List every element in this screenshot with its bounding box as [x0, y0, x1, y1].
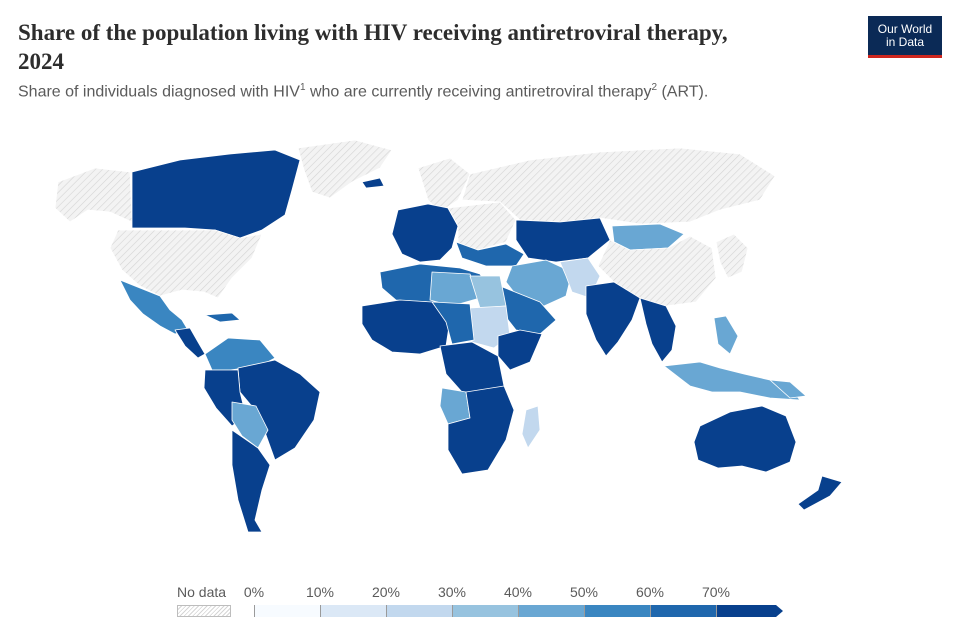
region-india[interactable] — [585, 281, 641, 357]
legend-no-data-label: No data — [177, 584, 227, 600]
region-southeast-asia[interactable] — [639, 297, 677, 363]
region-greenland[interactable] — [297, 139, 393, 199]
region-australia[interactable] — [693, 405, 797, 473]
world-map[interactable] — [0, 130, 960, 550]
region-brazil[interactable] — [237, 359, 321, 461]
region-iceland[interactable] — [361, 177, 385, 189]
map-legend: No data 0% 10% 20% 30% 40% 50% 60% 70% — [0, 580, 960, 620]
region-russia[interactable] — [461, 147, 776, 225]
region-egypt[interactable] — [469, 275, 507, 309]
legend-tick-0: 0% — [243, 584, 265, 600]
owid-logo[interactable]: Our World in Data — [868, 16, 942, 58]
legend-bin-50-60[interactable] — [584, 605, 650, 617]
region-southern-cone[interactable] — [231, 429, 271, 533]
legend-bin-60-70[interactable] — [650, 605, 716, 617]
legend-arrow-tip — [776, 605, 783, 617]
legend-tick-30: 30% — [437, 584, 467, 600]
region-china[interactable] — [597, 235, 717, 307]
legend-no-data-swatch[interactable] — [177, 605, 231, 617]
region-eastern-europe[interactable] — [447, 201, 517, 251]
region-central-america[interactable] — [174, 327, 206, 359]
region-new-zealand[interactable] — [797, 475, 843, 511]
legend-bin-10-20[interactable] — [320, 605, 386, 617]
region-madagascar[interactable] — [521, 405, 541, 449]
region-usa[interactable] — [109, 229, 263, 299]
region-sahel[interactable] — [431, 301, 475, 345]
legend-bin-70-plus[interactable] — [716, 605, 776, 617]
footnote-ref-1[interactable]: 1 — [299, 82, 306, 93]
chart-title: Share of the population living with HIV … — [18, 20, 728, 74]
legend-tick-60: 60% — [635, 584, 665, 600]
subtitle-text-1: Share of individuals diagnosed with HIV — [18, 83, 300, 101]
legend-tick-70: 70% — [701, 584, 731, 600]
logo-line-1: Our World — [877, 22, 933, 36]
region-angola[interactable] — [439, 387, 471, 425]
logo-line-2: in Data — [885, 35, 925, 49]
region-libya[interactable] — [429, 271, 481, 307]
region-japan[interactable] — [715, 233, 749, 279]
region-alaska[interactable] — [54, 167, 133, 223]
region-west-africa[interactable] — [361, 299, 451, 355]
legend-tick-20: 20% — [371, 584, 401, 600]
region-papua[interactable] — [769, 379, 807, 399]
region-central-asia[interactable] — [515, 217, 611, 263]
region-philippines[interactable] — [713, 315, 739, 355]
region-southern-africa[interactable] — [447, 385, 515, 475]
chart-subtitle: Share of individuals diagnosed with HIV1… — [18, 82, 708, 101]
region-horn-of-africa[interactable] — [497, 329, 543, 371]
region-middle-east[interactable] — [505, 259, 573, 307]
legend-tick-10: 10% — [305, 584, 335, 600]
legend-bin-40-50[interactable] — [518, 605, 584, 617]
region-canada[interactable] — [131, 149, 301, 239]
region-caribbean[interactable] — [204, 312, 241, 323]
region-scandinavia[interactable] — [417, 157, 471, 213]
footnote-ref-2[interactable]: 2 — [651, 82, 658, 93]
legend-tick-40: 40% — [503, 584, 533, 600]
legend-bin-30-40[interactable] — [452, 605, 518, 617]
region-turkey-balkans[interactable] — [455, 241, 525, 267]
legend-tick-50: 50% — [569, 584, 599, 600]
legend-bin-20-30[interactable] — [386, 605, 452, 617]
subtitle-text-3: (ART). — [657, 83, 709, 101]
region-western-europe[interactable] — [391, 203, 459, 263]
legend-bin-0-10[interactable] — [254, 605, 320, 617]
subtitle-text-2: who are currently receiving antiretrovir… — [305, 83, 652, 101]
